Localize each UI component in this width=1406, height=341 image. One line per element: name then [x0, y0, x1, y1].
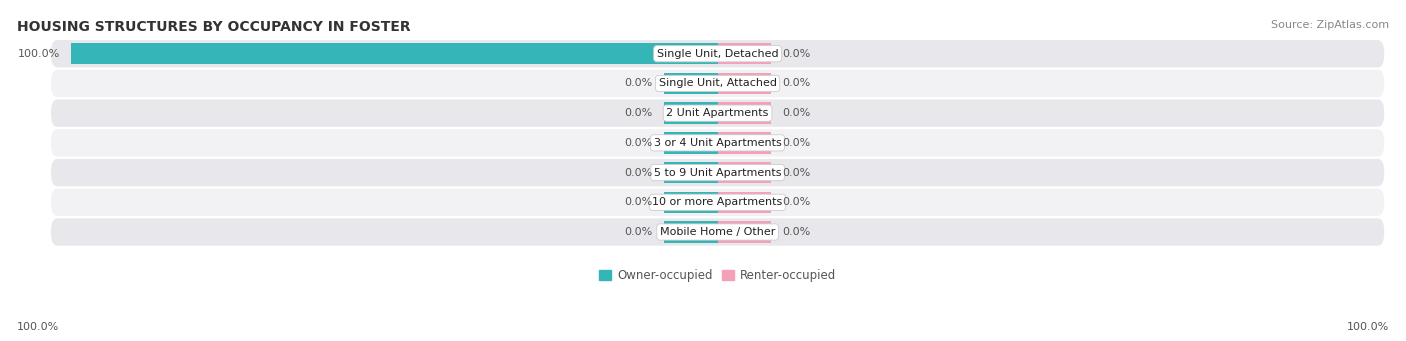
Bar	[72, 43, 717, 64]
FancyBboxPatch shape	[51, 218, 1385, 246]
Bar	[717, 102, 772, 124]
FancyBboxPatch shape	[51, 40, 1385, 68]
FancyBboxPatch shape	[51, 189, 1385, 216]
Text: 0.0%: 0.0%	[624, 138, 652, 148]
Text: 0.0%: 0.0%	[782, 78, 810, 88]
Text: Single Unit, Detached: Single Unit, Detached	[657, 49, 779, 59]
Text: Mobile Home / Other: Mobile Home / Other	[659, 227, 775, 237]
Text: 0.0%: 0.0%	[782, 108, 810, 118]
Bar	[717, 162, 772, 183]
Text: Source: ZipAtlas.com: Source: ZipAtlas.com	[1271, 20, 1389, 30]
Bar	[717, 132, 772, 153]
Text: HOUSING STRUCTURES BY OCCUPANCY IN FOSTER: HOUSING STRUCTURES BY OCCUPANCY IN FOSTE…	[17, 20, 411, 34]
FancyBboxPatch shape	[51, 100, 1385, 127]
Text: 0.0%: 0.0%	[782, 138, 810, 148]
Text: 5 to 9 Unit Apartments: 5 to 9 Unit Apartments	[654, 167, 782, 178]
Text: Single Unit, Attached: Single Unit, Attached	[658, 78, 776, 88]
Bar	[664, 132, 717, 153]
Text: 0.0%: 0.0%	[782, 227, 810, 237]
Text: 0.0%: 0.0%	[624, 227, 652, 237]
Text: 0.0%: 0.0%	[624, 78, 652, 88]
Text: 100.0%: 100.0%	[17, 322, 59, 332]
Bar	[664, 102, 717, 124]
Bar	[664, 162, 717, 183]
Text: 0.0%: 0.0%	[624, 167, 652, 178]
FancyBboxPatch shape	[51, 159, 1385, 186]
Bar	[717, 73, 772, 94]
Text: 100.0%: 100.0%	[18, 49, 60, 59]
Text: 2 Unit Apartments: 2 Unit Apartments	[666, 108, 769, 118]
Text: 0.0%: 0.0%	[782, 167, 810, 178]
Bar	[717, 192, 772, 213]
Text: 0.0%: 0.0%	[782, 49, 810, 59]
Text: 100.0%: 100.0%	[1347, 322, 1389, 332]
Bar	[664, 192, 717, 213]
Text: 0.0%: 0.0%	[624, 197, 652, 207]
FancyBboxPatch shape	[51, 70, 1385, 97]
Bar	[717, 221, 772, 243]
FancyBboxPatch shape	[51, 129, 1385, 157]
Text: 3 or 4 Unit Apartments: 3 or 4 Unit Apartments	[654, 138, 782, 148]
Legend: Owner-occupied, Renter-occupied: Owner-occupied, Renter-occupied	[595, 264, 841, 287]
Bar	[664, 73, 717, 94]
Text: 0.0%: 0.0%	[782, 197, 810, 207]
Text: 0.0%: 0.0%	[624, 108, 652, 118]
Text: 10 or more Apartments: 10 or more Apartments	[652, 197, 783, 207]
Bar	[717, 43, 772, 64]
Bar	[664, 221, 717, 243]
